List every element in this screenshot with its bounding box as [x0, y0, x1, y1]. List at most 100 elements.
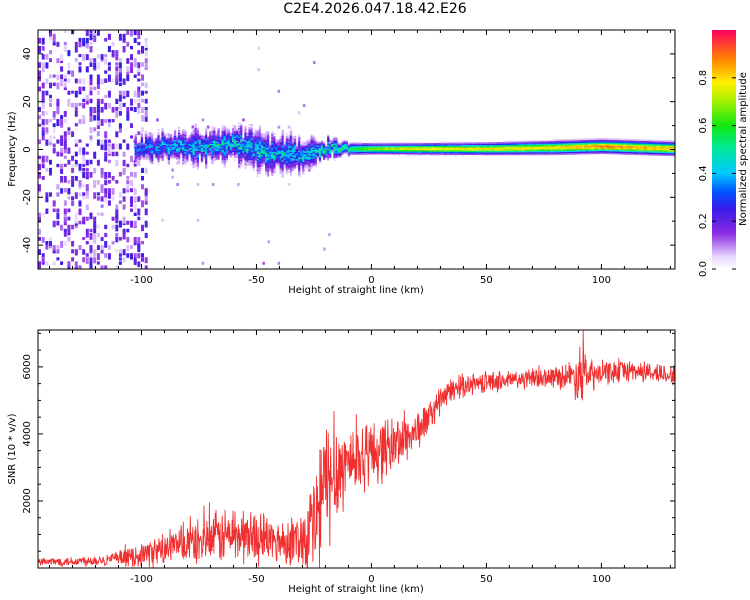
spectrogram-cell	[188, 152, 191, 155]
colorbar-tick-label: 0.0	[698, 261, 709, 277]
spectrogram-cell	[258, 125, 262, 127]
spectrogram-cell	[662, 141, 665, 143]
spectrogram-cell	[78, 184, 82, 190]
spectrogram-cell	[41, 257, 45, 264]
spectrogram-cell	[196, 152, 199, 154]
spectrogram-cell	[41, 111, 45, 116]
spectrogram-cell	[167, 139, 170, 142]
spectrogram-cell	[223, 154, 226, 157]
spectrogram-cell	[496, 152, 500, 154]
spectrogram-cell	[536, 153, 539, 156]
spectrogram-cell	[202, 151, 206, 154]
spectrogram-cell	[202, 150, 206, 152]
spectrogram-cell	[463, 150, 466, 153]
spectrogram-cell	[149, 160, 152, 163]
spectrogram-cell	[517, 147, 520, 150]
spectrogram-cell	[215, 147, 218, 149]
spectrogram-cell	[136, 151, 139, 153]
spectrogram-cell	[511, 140, 514, 143]
spectrogram-cell	[85, 54, 89, 61]
spectrogram-cell	[554, 153, 557, 156]
spectrogram-cell	[298, 156, 301, 158]
spectrogram-cell	[312, 152, 315, 155]
spectrogram-cell	[213, 143, 216, 146]
spectrogram-cell	[596, 142, 599, 145]
spectrogram-cell	[337, 143, 340, 146]
spectrogram-cell	[67, 127, 71, 131]
spectrogram-cell	[211, 161, 214, 163]
spectrogram-cell	[602, 138, 605, 140]
spectrogram-cell	[525, 143, 529, 146]
spectrogram-cell	[337, 149, 340, 151]
spectrogram-cell	[608, 152, 611, 155]
spectrogram-cell	[300, 155, 303, 158]
spectrogram-cell	[641, 145, 644, 147]
spectrogram-cell	[279, 149, 282, 151]
spectrogram-cell	[567, 147, 570, 150]
spectrogram-cell	[260, 153, 264, 155]
spectrogram-cell	[238, 133, 241, 136]
spectrogram-cell	[647, 145, 651, 147]
spectrogram-cell	[215, 135, 218, 138]
spectrogram-cell	[229, 141, 233, 143]
spectrogram-cell	[165, 152, 168, 155]
spectrogram-cell	[310, 157, 313, 159]
spectrogram-cell	[289, 166, 293, 168]
spectrogram-cell	[302, 146, 305, 148]
spectrogram-cell	[137, 30, 141, 35]
spectrogram-cell	[509, 152, 512, 154]
y-tick-label: 4000	[22, 421, 33, 446]
spectrogram-cell	[380, 152, 384, 155]
spectrogram-cell	[130, 46, 133, 50]
spectrogram-cell	[401, 151, 404, 153]
spectrogram-cell	[467, 150, 471, 153]
spectrogram-cell	[67, 70, 71, 75]
spectrogram-cell	[63, 131, 67, 137]
spectrogram-cell	[219, 138, 222, 140]
spectrogram-cell	[104, 192, 108, 198]
spectrogram-cell	[107, 188, 111, 194]
spectrogram-cell	[407, 148, 411, 151]
spectrogram-cell	[426, 152, 429, 155]
spectrogram-cell	[575, 143, 578, 145]
spectrogram-cell	[583, 145, 586, 148]
spectrogram-cell	[544, 142, 547, 144]
y-tick-label: -20	[22, 189, 33, 205]
spectrogram-cell	[173, 147, 177, 149]
spectrogram-cell	[532, 140, 535, 143]
spectrogram-cell	[451, 151, 454, 154]
spectrogram-cell	[67, 50, 71, 57]
spectrogram-cell	[525, 150, 529, 153]
spectrogram-cell	[625, 147, 628, 149]
spectrogram-cell	[279, 159, 282, 161]
spectrogram-cell	[93, 167, 97, 174]
spectrogram-cell	[171, 144, 175, 146]
spectrogram-cell	[221, 148, 224, 150]
spectrogram-cell	[471, 143, 475, 145]
spectrogram-cell	[627, 150, 630, 152]
spectrogram-cell	[478, 147, 481, 150]
spectrogram-cell	[260, 147, 264, 150]
spectrogram-cell	[465, 141, 468, 144]
spectrogram-cell	[262, 156, 266, 159]
spectrogram-cell	[362, 151, 365, 154]
spectrogram-cell	[351, 147, 355, 150]
spectrogram-cell	[130, 54, 133, 61]
spectrogram-cell	[569, 143, 572, 145]
spectrogram-cell	[283, 150, 286, 153]
spectrogram-cell	[213, 147, 216, 150]
spectrogram-cell	[178, 157, 181, 159]
spectrogram-cell	[89, 257, 93, 263]
spectrogram-cell	[45, 90, 49, 96]
spectrogram-cell	[240, 159, 243, 162]
spectrogram-cell	[465, 144, 468, 147]
spectrogram-cell	[133, 30, 137, 36]
spectrogram-cell	[550, 145, 553, 147]
spectrogram-cell	[368, 148, 371, 151]
spectrogram-cell	[296, 151, 299, 154]
spectrogram-cell	[138, 142, 141, 145]
spectrogram-cell	[52, 143, 56, 147]
spectrogram-cell	[161, 159, 164, 161]
spectrogram-cell	[347, 147, 351, 150]
spectrogram-cell	[600, 145, 603, 147]
